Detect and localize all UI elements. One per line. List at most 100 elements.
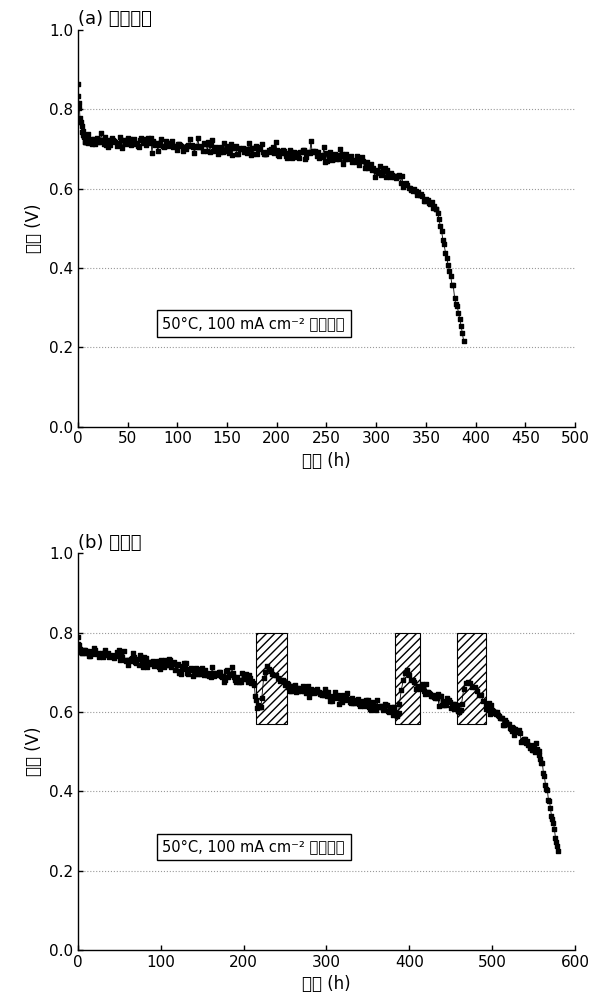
Point xyxy=(498,717,507,733)
Point xyxy=(222,142,231,158)
Point xyxy=(453,700,462,716)
Point xyxy=(232,669,242,685)
Point xyxy=(232,146,241,162)
Point xyxy=(332,690,342,706)
Point xyxy=(73,76,83,92)
Point xyxy=(78,127,88,143)
Point xyxy=(205,144,214,160)
Point xyxy=(285,680,294,696)
Point xyxy=(449,277,458,293)
Point xyxy=(242,671,252,687)
Point xyxy=(277,145,286,161)
Point xyxy=(389,169,398,185)
Point xyxy=(266,141,276,157)
Point xyxy=(175,663,184,679)
Point xyxy=(317,687,326,703)
Point xyxy=(317,685,327,701)
Point xyxy=(295,680,305,696)
Point xyxy=(415,681,425,697)
Point xyxy=(499,717,509,733)
Point xyxy=(231,138,240,154)
Point xyxy=(168,656,178,672)
Point xyxy=(183,138,192,154)
Point xyxy=(201,136,211,152)
Point xyxy=(276,143,285,159)
Point xyxy=(349,152,358,168)
Point xyxy=(482,701,491,717)
Point xyxy=(274,148,284,164)
Point xyxy=(146,654,155,670)
Point xyxy=(214,140,224,156)
Point xyxy=(144,130,153,146)
Point xyxy=(379,699,389,715)
Point xyxy=(131,136,140,152)
Point xyxy=(380,696,389,712)
Point xyxy=(117,647,126,663)
Point xyxy=(389,699,398,715)
Point xyxy=(77,124,87,140)
Point xyxy=(322,145,331,161)
Point xyxy=(474,687,484,703)
Point xyxy=(408,672,418,688)
Point xyxy=(117,140,127,156)
Point xyxy=(432,690,441,706)
Point xyxy=(418,188,427,204)
Point xyxy=(266,663,276,679)
Point xyxy=(250,688,260,704)
Point xyxy=(396,175,406,191)
Point xyxy=(147,656,156,672)
Point xyxy=(512,723,521,739)
Point xyxy=(444,692,454,708)
Point xyxy=(213,667,222,683)
Point xyxy=(546,800,555,816)
Point xyxy=(382,162,392,178)
Point xyxy=(518,733,527,749)
Point xyxy=(353,152,363,168)
Point xyxy=(260,146,270,162)
Point xyxy=(254,699,264,715)
Point xyxy=(151,137,161,153)
Point xyxy=(470,679,479,695)
Point xyxy=(509,720,518,736)
Point xyxy=(325,144,335,160)
Point xyxy=(354,696,364,712)
Point xyxy=(456,702,465,718)
Point xyxy=(307,684,317,700)
Point xyxy=(411,183,420,199)
Point xyxy=(374,699,384,715)
Point xyxy=(450,696,459,712)
Point xyxy=(141,650,151,666)
Point xyxy=(102,646,112,662)
Point xyxy=(241,666,250,682)
Point xyxy=(334,151,344,167)
Point xyxy=(361,158,371,174)
Point xyxy=(378,702,388,718)
Point xyxy=(167,133,177,149)
Point xyxy=(208,665,218,681)
Point xyxy=(179,658,188,674)
Point xyxy=(89,640,99,656)
Point xyxy=(75,641,84,657)
Point xyxy=(391,170,401,186)
Point xyxy=(85,648,95,664)
Point xyxy=(198,143,207,159)
Point xyxy=(362,692,371,708)
Point xyxy=(420,686,429,702)
Point xyxy=(434,211,444,227)
Point xyxy=(435,688,444,704)
Point xyxy=(391,707,401,723)
Point xyxy=(113,136,123,152)
Point xyxy=(105,137,114,153)
Point xyxy=(304,689,314,705)
Point xyxy=(173,136,183,152)
Point xyxy=(133,651,143,667)
Point xyxy=(367,162,377,178)
Point xyxy=(408,183,418,199)
Point xyxy=(508,723,518,739)
Point xyxy=(428,687,438,703)
Point xyxy=(82,645,92,661)
Point xyxy=(156,652,166,668)
Point xyxy=(198,660,207,676)
Point xyxy=(518,732,528,748)
Point xyxy=(402,662,412,678)
